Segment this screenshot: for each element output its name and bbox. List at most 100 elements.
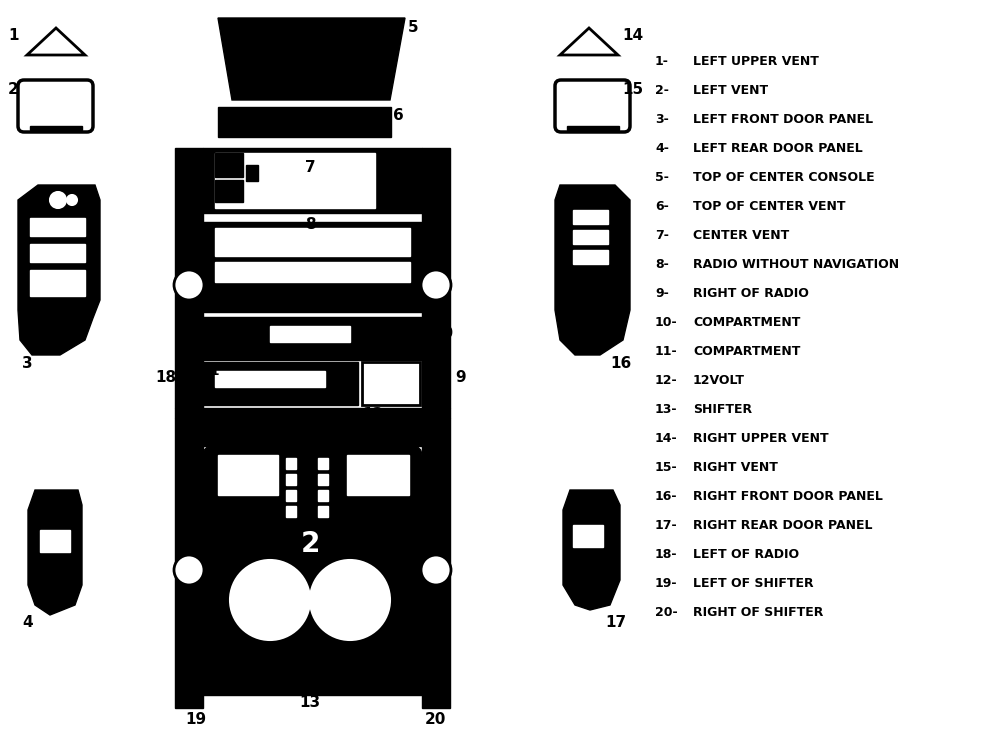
Bar: [422, 148, 450, 408]
Text: 10: 10: [432, 326, 453, 341]
Text: 15: 15: [622, 82, 643, 97]
Polygon shape: [28, 490, 82, 615]
Text: RIGHT OF RADIO: RIGHT OF RADIO: [693, 287, 809, 300]
Circle shape: [67, 195, 77, 205]
Circle shape: [421, 555, 451, 585]
Bar: [318, 474, 328, 485]
Bar: [422, 418, 450, 708]
Bar: [567, 126, 619, 130]
FancyBboxPatch shape: [203, 446, 422, 686]
Bar: [362, 362, 420, 405]
Bar: [286, 506, 296, 517]
Text: 4: 4: [22, 615, 33, 630]
Bar: [218, 455, 278, 495]
Polygon shape: [27, 28, 85, 55]
Text: 20: 20: [425, 712, 446, 727]
Text: LEFT VENT: LEFT VENT: [693, 84, 768, 97]
Text: 13-: 13-: [655, 403, 678, 416]
Circle shape: [421, 270, 451, 300]
Text: 15-: 15-: [655, 461, 678, 474]
Text: 12: 12: [362, 407, 383, 422]
Bar: [215, 371, 325, 387]
Text: 18-: 18-: [655, 548, 678, 561]
Text: 6: 6: [393, 108, 404, 123]
Text: 12-: 12-: [655, 374, 678, 387]
Text: RIGHT OF SHIFTER: RIGHT OF SHIFTER: [693, 606, 823, 619]
Text: 16-: 16-: [655, 490, 678, 503]
Text: LEFT FRONT DOOR PANEL: LEFT FRONT DOOR PANEL: [693, 113, 873, 126]
Text: LEFT OF SHIFTER: LEFT OF SHIFTER: [693, 577, 814, 590]
Bar: [175, 408, 450, 418]
Bar: [218, 107, 391, 137]
Circle shape: [310, 560, 390, 640]
Text: 3-: 3-: [655, 113, 669, 126]
Bar: [573, 525, 603, 547]
Text: 11-: 11-: [655, 345, 678, 358]
Text: 18: 18: [155, 370, 176, 385]
Bar: [347, 455, 409, 495]
Polygon shape: [560, 28, 618, 55]
Text: 13: 13: [299, 695, 321, 710]
Bar: [203, 645, 422, 695]
Text: 11: 11: [203, 365, 220, 378]
Bar: [215, 228, 410, 256]
Text: 19: 19: [185, 712, 206, 727]
Bar: [286, 490, 296, 501]
Bar: [40, 530, 70, 552]
Bar: [318, 458, 328, 469]
Text: CENTER VENT: CENTER VENT: [693, 229, 789, 242]
Bar: [30, 244, 85, 262]
Polygon shape: [218, 18, 405, 100]
Text: 14-: 14-: [655, 432, 678, 445]
Bar: [203, 418, 422, 446]
Text: 20-: 20-: [655, 606, 678, 619]
Text: 9-: 9-: [655, 287, 669, 300]
Bar: [286, 458, 296, 469]
Text: 8: 8: [305, 217, 315, 232]
Text: 4-: 4-: [655, 142, 669, 155]
Bar: [203, 148, 422, 213]
Bar: [30, 126, 82, 130]
Polygon shape: [555, 185, 630, 355]
Text: 17: 17: [605, 615, 626, 630]
Text: 6-: 6-: [655, 200, 669, 213]
Text: SHIFTER: SHIFTER: [693, 403, 752, 416]
Text: 7: 7: [305, 160, 315, 175]
Bar: [203, 317, 422, 360]
Text: TOP OF CENTER CONSOLE: TOP OF CENTER CONSOLE: [693, 171, 875, 184]
Text: 16: 16: [610, 356, 631, 371]
Bar: [215, 262, 410, 282]
Bar: [175, 148, 203, 408]
Text: 17-: 17-: [655, 519, 678, 532]
Polygon shape: [563, 490, 620, 610]
Bar: [573, 210, 608, 224]
Text: COMPARTMENT: COMPARTMENT: [693, 316, 800, 329]
Text: RIGHT VENT: RIGHT VENT: [693, 461, 778, 474]
Text: 7-: 7-: [655, 229, 669, 242]
Bar: [215, 153, 375, 208]
Circle shape: [174, 270, 204, 300]
Circle shape: [50, 192, 66, 208]
Text: LEFT UPPER VENT: LEFT UPPER VENT: [693, 55, 819, 68]
Text: 2: 2: [8, 82, 19, 97]
Bar: [270, 326, 350, 342]
Text: RIGHT UPPER VENT: RIGHT UPPER VENT: [693, 432, 829, 445]
Bar: [215, 180, 243, 202]
Bar: [318, 490, 328, 501]
Text: 2: 2: [300, 530, 320, 558]
Text: 5-: 5-: [655, 171, 669, 184]
Bar: [203, 362, 358, 405]
Text: RIGHT REAR DOOR PANEL: RIGHT REAR DOOR PANEL: [693, 519, 872, 532]
Text: LEFT REAR DOOR PANEL: LEFT REAR DOOR PANEL: [693, 142, 863, 155]
Bar: [246, 165, 258, 181]
Text: 10-: 10-: [655, 316, 678, 329]
Text: 5: 5: [408, 20, 419, 35]
Text: 1: 1: [8, 28, 18, 43]
FancyBboxPatch shape: [18, 80, 93, 132]
Bar: [215, 153, 243, 177]
Bar: [30, 218, 85, 236]
Text: 19-: 19-: [655, 577, 678, 590]
Text: TOP OF CENTER VENT: TOP OF CENTER VENT: [693, 200, 846, 213]
Bar: [175, 418, 203, 708]
Bar: [573, 230, 608, 244]
